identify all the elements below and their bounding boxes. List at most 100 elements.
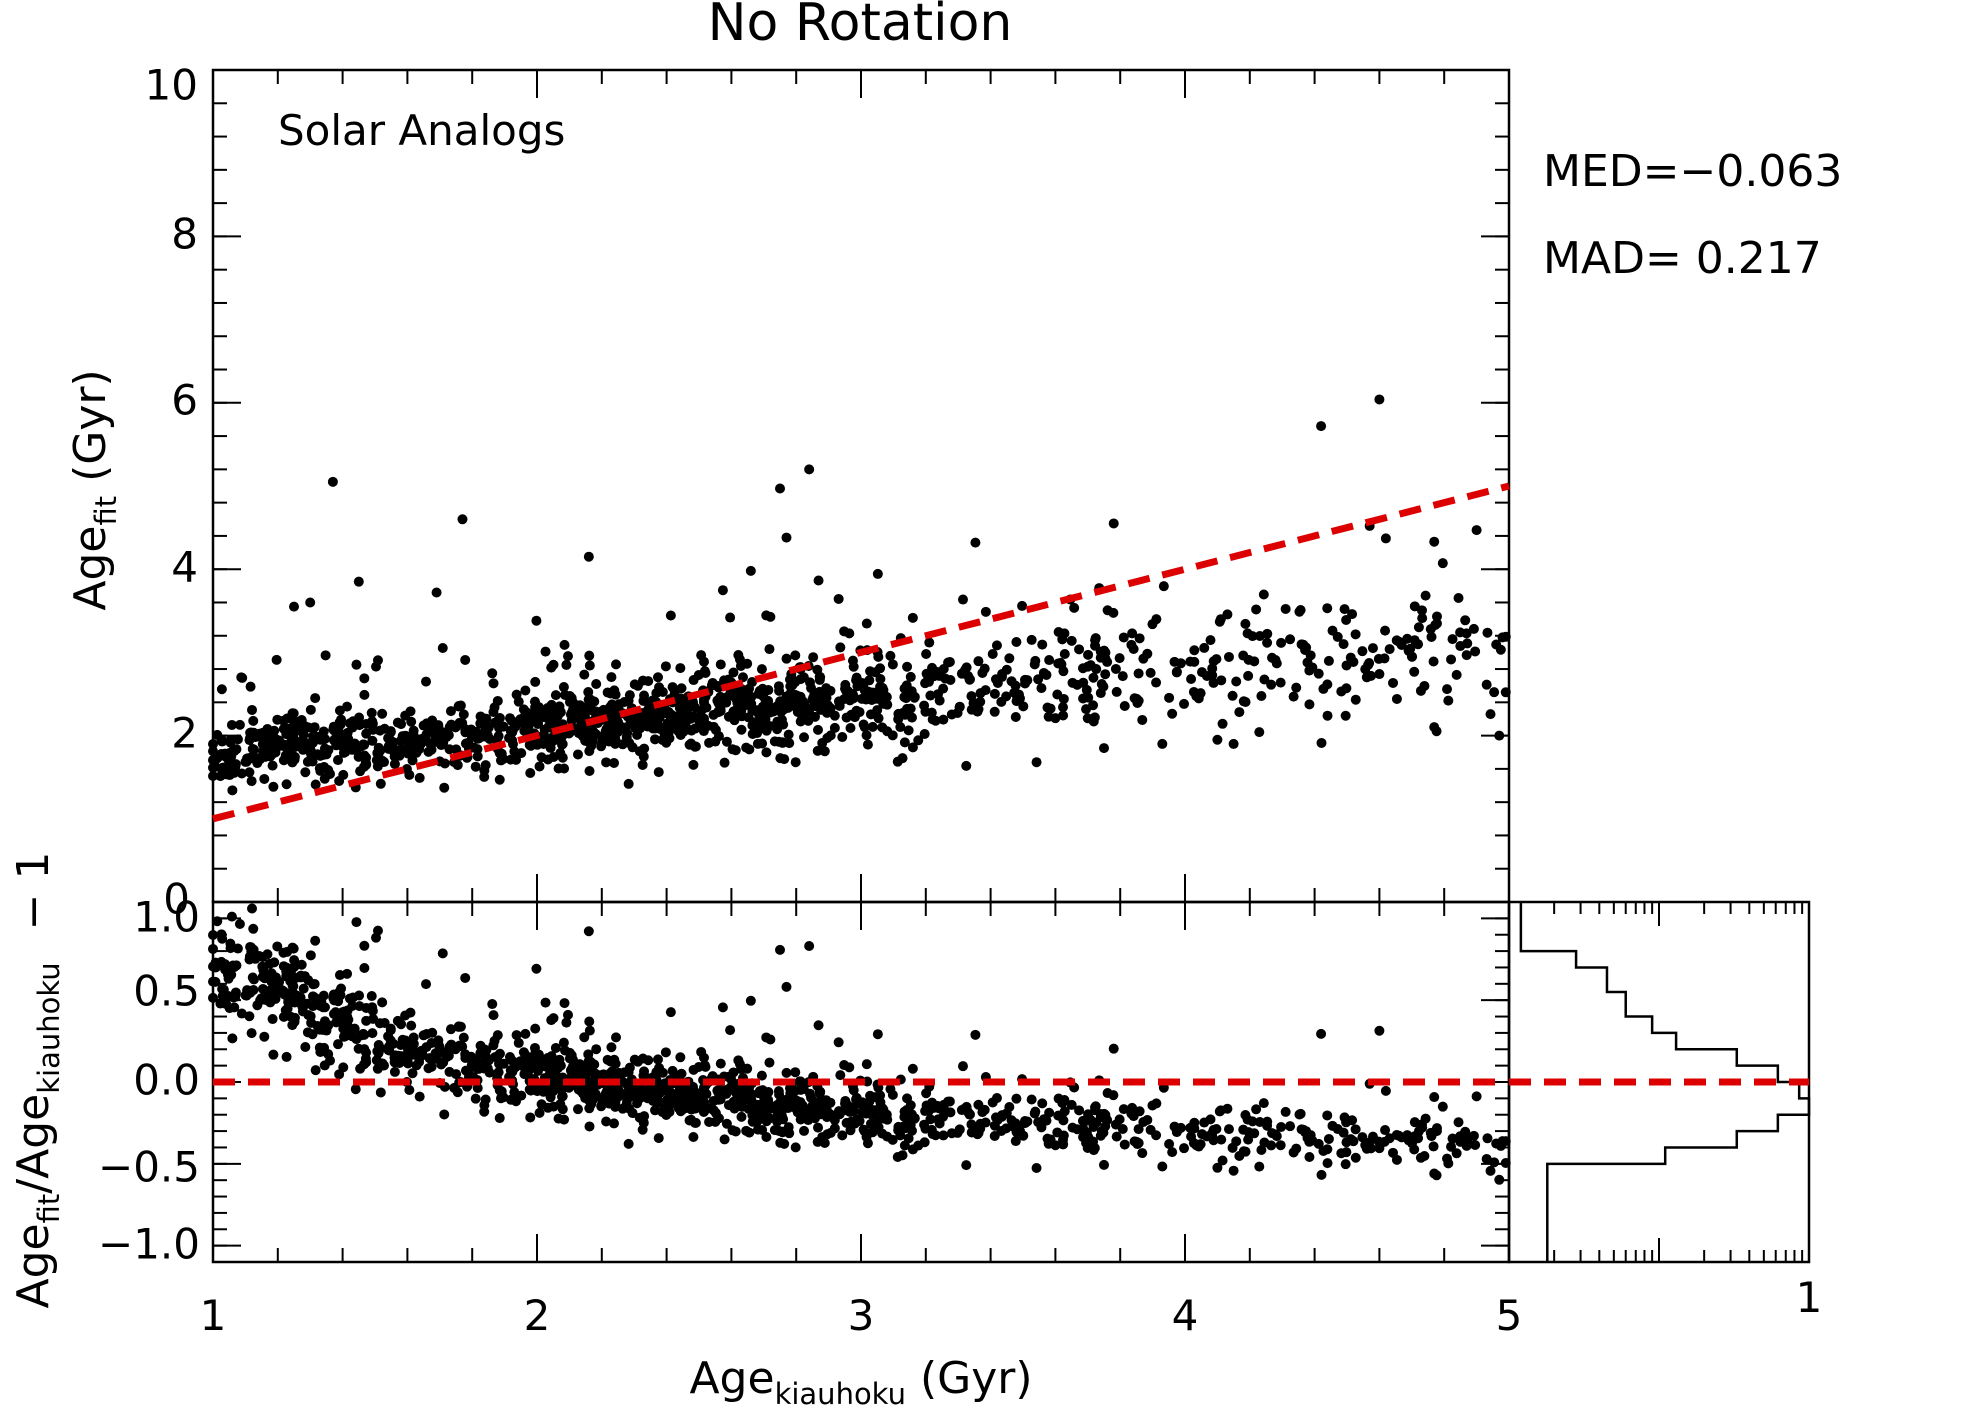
bottom-data-point <box>1043 1138 1054 1149</box>
top-data-point <box>314 731 325 742</box>
top-data-point <box>1067 677 1078 688</box>
top-data-point <box>844 628 855 639</box>
bottom-data-point <box>1494 1174 1505 1185</box>
top-data-point <box>1285 634 1296 645</box>
bottom-data-point <box>1138 1117 1149 1128</box>
top-data-point <box>1470 646 1481 657</box>
top-data-point <box>1482 627 1493 638</box>
bottom-data-point <box>577 1088 588 1099</box>
top-data-point <box>1431 611 1442 622</box>
top-data-point <box>924 637 935 648</box>
bottom-data-point <box>452 1087 463 1098</box>
top-data-point <box>1001 664 1012 675</box>
bottom-data-point <box>740 1094 751 1105</box>
bottom-data-point <box>1270 1129 1281 1140</box>
bottom-data-point <box>752 1124 763 1135</box>
top-data-point <box>327 476 338 487</box>
top-data-point <box>266 738 277 749</box>
bottom-data-point <box>870 1092 881 1103</box>
bottom-data-point <box>919 1119 930 1130</box>
top-data-point <box>752 738 763 749</box>
top-data-point <box>1171 666 1182 677</box>
bottom-data-point <box>281 966 292 977</box>
bottom-data-point <box>248 923 259 934</box>
bottom-data-point <box>525 1112 536 1123</box>
bottom-data-point <box>954 1124 965 1135</box>
bottom-data-point <box>337 1007 348 1018</box>
top-data-point <box>367 735 378 746</box>
top-data-point <box>1350 694 1361 705</box>
top-data-point <box>610 738 621 749</box>
top-data-point <box>1350 629 1361 640</box>
top-data-point <box>645 703 656 714</box>
top-data-point <box>1081 704 1092 715</box>
top-data-point <box>231 744 242 755</box>
bottom-data-point <box>377 997 388 1008</box>
top-data-point <box>1500 687 1511 698</box>
top-data-point <box>834 700 845 711</box>
bottom-data-point <box>727 1125 738 1136</box>
bottom-data-point <box>1223 1124 1234 1135</box>
top-data-point <box>421 676 432 687</box>
bottom-data-point <box>562 1009 573 1020</box>
bottom-data-point <box>1134 1106 1145 1117</box>
bottom-data-point <box>1357 1132 1368 1143</box>
top-data-point <box>968 698 979 709</box>
top-data-point <box>1189 645 1200 656</box>
top-data-point <box>1066 635 1077 646</box>
bottom-data-point <box>793 1097 804 1108</box>
bottom-data-point <box>1088 1145 1099 1156</box>
bottom-data-point <box>921 1088 932 1099</box>
bottom-y-tick-labels: −1.0 −0.5 0.0 0.5 1.0 <box>98 893 200 1269</box>
top-data-point <box>248 715 259 726</box>
bottom-data-point <box>334 970 345 981</box>
top-data-point <box>938 664 949 675</box>
bottom-data-point <box>1396 1132 1407 1143</box>
bottom-data-point <box>546 1015 557 1026</box>
top-data-point <box>281 779 292 790</box>
bottom-data-point <box>1350 1152 1361 1163</box>
bottom-data-point <box>308 979 319 990</box>
top-data-point <box>873 713 884 724</box>
top-data-point <box>807 694 818 705</box>
bottom-data-point <box>961 1160 972 1171</box>
bottom-data-point <box>506 1055 517 1066</box>
top-data-point <box>725 612 736 623</box>
top-data-point <box>470 761 481 772</box>
top-data-point <box>779 704 790 715</box>
bottom-data-point <box>565 1065 576 1076</box>
bottom-data-point <box>505 1065 516 1076</box>
top-data-point <box>607 704 618 715</box>
top-data-point <box>396 744 407 755</box>
bottom-data-point <box>781 1067 792 1078</box>
bottom-data-point <box>1462 1136 1473 1147</box>
top-data-point <box>1313 668 1324 679</box>
top-data-point <box>816 687 827 698</box>
top-data-point <box>700 667 711 678</box>
top-data-point <box>1258 589 1269 600</box>
top-data-point <box>775 483 785 494</box>
bottom-data-point <box>379 1060 390 1071</box>
xtick-5: 5 <box>1496 1291 1523 1340</box>
bottom-data-point <box>227 1033 238 1044</box>
bottom-data-point <box>1275 1140 1286 1151</box>
bottom-data-point <box>1059 1095 1070 1106</box>
top-ytick-2: 2 <box>171 709 198 758</box>
bottom-data-point <box>1234 1151 1245 1162</box>
top-data-point <box>1275 677 1286 688</box>
bottom-data-point <box>1373 1136 1384 1147</box>
bottom-data-point <box>742 1063 753 1074</box>
top-data-point <box>1251 604 1262 615</box>
bottom-data-point <box>1196 1129 1207 1140</box>
top-data-point <box>764 644 775 655</box>
bottom-data-point <box>650 1105 661 1116</box>
top-data-point <box>776 714 787 725</box>
top-data-point <box>873 651 884 662</box>
top-data-point <box>520 685 531 696</box>
bottom-data-point <box>726 1074 737 1085</box>
bottom-data-point <box>1338 1127 1349 1138</box>
top-data-point <box>562 651 573 662</box>
top-data-point <box>1288 691 1299 702</box>
top-data-point <box>925 690 936 701</box>
bottom-data-point <box>367 1028 378 1039</box>
